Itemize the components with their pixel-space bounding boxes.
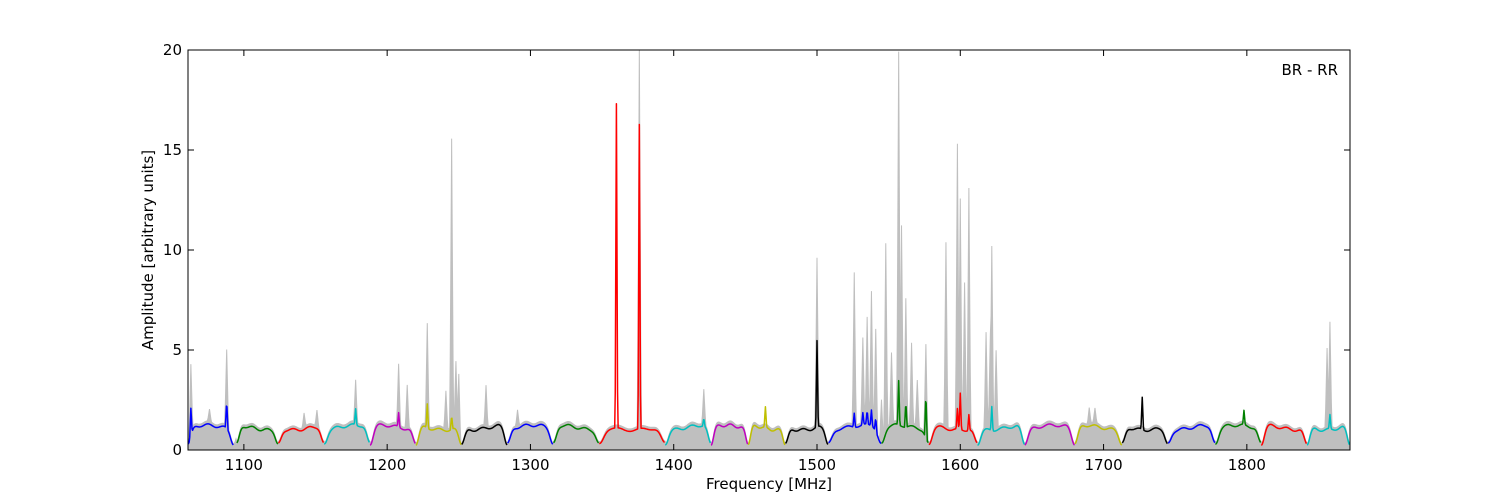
baseline-annotation: BR - RR	[1281, 61, 1338, 79]
series-segment	[881, 379, 929, 444]
x-tick-label: 1100	[225, 456, 263, 474]
series-segment	[415, 403, 462, 446]
series-segment	[1260, 423, 1308, 446]
series-segment	[278, 425, 325, 444]
series-segment	[1024, 423, 1075, 446]
x-tick-label: 1800	[1228, 456, 1266, 474]
x-axis: 1100 1200 1300 1400 1500 1600 1700 1800	[225, 50, 1266, 474]
series-segment	[784, 339, 829, 445]
series-segment	[1215, 409, 1262, 445]
y-axis-label: Amplitude [arbitrary units]	[139, 150, 157, 350]
x-tick-label: 1200	[368, 456, 406, 474]
series-segment	[977, 405, 1026, 446]
y-tick-label: 10	[163, 241, 182, 259]
y-tick-label: 20	[163, 41, 182, 59]
y-tick-label: 15	[163, 141, 182, 159]
series-segment	[747, 406, 786, 446]
series-segment	[507, 423, 554, 445]
x-tick-label: 1500	[798, 456, 836, 474]
x-tick-label: 1700	[1084, 456, 1122, 474]
series-segment	[1306, 413, 1350, 446]
series-segment	[928, 392, 978, 446]
series-segment	[599, 103, 666, 445]
series-segment	[236, 425, 279, 445]
series-segment	[461, 423, 508, 446]
y-tick-label: 5	[172, 341, 182, 359]
y-tick-label: 0	[172, 441, 182, 459]
series-segment	[828, 409, 882, 444]
series-segment	[369, 411, 416, 446]
series-segment	[188, 405, 234, 446]
series-segment	[1121, 396, 1169, 445]
series-segment	[664, 419, 712, 446]
series-segment	[553, 423, 600, 444]
y-axis: 0 5 10 15 20	[163, 41, 1350, 459]
series-segment	[710, 423, 749, 446]
series-segment	[1167, 423, 1216, 444]
x-tick-label: 1300	[511, 456, 549, 474]
plot-frame	[187, 49, 1351, 451]
series-segment	[1074, 424, 1123, 446]
x-tick-label: 1400	[655, 456, 693, 474]
series-segment	[323, 407, 371, 445]
x-tick-label: 1600	[941, 456, 979, 474]
plot-area	[188, 50, 1350, 450]
x-axis-label: Frequency [MHz]	[706, 475, 832, 493]
background-series	[188, 50, 1350, 450]
